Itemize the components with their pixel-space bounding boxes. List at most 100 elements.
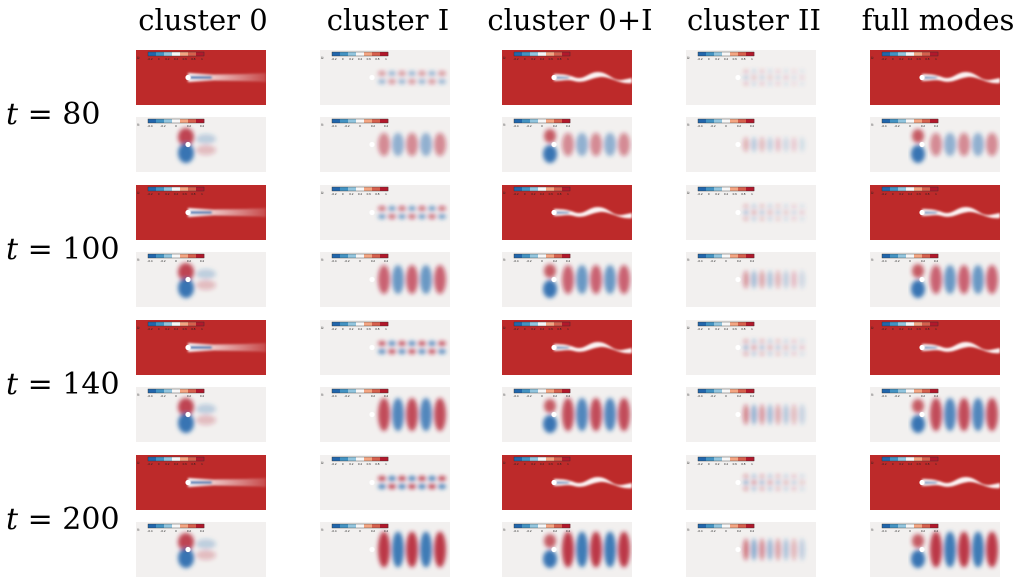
panel-c01-t100-v: V: -0.4 -0.2 0 0.2 0.4 xyxy=(502,252,632,307)
colorbar-swatch xyxy=(530,52,535,56)
colorbar-tick: -0.2 xyxy=(526,124,532,128)
colorbar-tick: 0.4 xyxy=(750,529,755,533)
colorbar-swatch xyxy=(890,457,895,461)
colorbar-swatch xyxy=(192,457,197,461)
colorbar-tick: -0.4 xyxy=(513,529,519,533)
colorbar-tick: 0.4 xyxy=(174,192,179,196)
colorbar-swatch xyxy=(360,52,365,56)
colorbar-swatch xyxy=(698,52,703,56)
colorbar-label: U: xyxy=(503,326,506,330)
colorbar-tick: 0.8 xyxy=(557,327,562,331)
cylinder xyxy=(735,546,741,553)
colorbar-swatch xyxy=(364,322,369,326)
colorbar-swatch xyxy=(706,187,711,191)
colorbar-v: V: -0.4 -0.2 0 0.2 0.4 xyxy=(321,118,388,128)
field-background xyxy=(136,387,266,442)
colorbar-swatch xyxy=(910,119,915,123)
colorbar-tick: -0.2 xyxy=(513,327,519,331)
colorbar-swatch xyxy=(200,52,205,56)
colorbar-swatch xyxy=(188,187,193,191)
colorbar-tick: 0.2 xyxy=(349,192,354,196)
colorbar-swatch xyxy=(898,524,903,528)
colorbar-tick: -0.2 xyxy=(147,462,153,466)
vortex-pattern xyxy=(743,339,805,356)
colorbar-swatch xyxy=(164,52,169,56)
colorbar-tick: 0.4 xyxy=(908,192,913,196)
colorbar-swatch xyxy=(906,254,911,258)
colorbar-tick: 0.4 xyxy=(566,124,571,128)
colorbar-swatch xyxy=(722,254,727,258)
flow-field: V: -0.4 -0.2 0 0.2 0.4 xyxy=(870,117,1000,172)
colorbar-swatch xyxy=(192,524,197,528)
colorbar-tick: -0.2 xyxy=(894,124,900,128)
colorbar-swatch xyxy=(372,322,377,326)
colorbar-swatch xyxy=(718,524,723,528)
wake xyxy=(922,477,1000,489)
colorbar-tick: 0 xyxy=(524,192,526,196)
colorbar-swatch xyxy=(714,52,719,56)
colorbar-swatch xyxy=(336,187,341,191)
colorbar-label: V: xyxy=(137,258,140,262)
colorbar-swatch xyxy=(558,119,563,123)
colorbar-swatch xyxy=(910,389,915,393)
colorbar-swatch xyxy=(722,119,727,123)
colorbar-swatch xyxy=(340,322,345,326)
colorbar-swatch xyxy=(910,322,915,326)
colorbar-swatch xyxy=(930,389,935,393)
colorbar-tick: 0 xyxy=(541,394,543,398)
colorbar-label: V: xyxy=(321,123,324,127)
colorbar-label: V: xyxy=(503,393,506,397)
row-label-value: 140 xyxy=(62,367,120,402)
colorbar-swatch xyxy=(384,322,389,326)
colorbar-swatch xyxy=(348,322,353,326)
colorbar-swatch xyxy=(372,119,377,123)
colorbar-tick: 0.2 xyxy=(371,394,376,398)
colorbar-frame xyxy=(697,321,755,327)
colorbar-label: V: xyxy=(503,528,506,532)
colorbar-swatch xyxy=(152,187,157,191)
colorbar-swatch xyxy=(902,254,907,258)
colorbar-swatch xyxy=(152,322,157,326)
colorbar-tick: 0.8 xyxy=(191,192,196,196)
colorbar-tick: 0.4 xyxy=(934,259,939,263)
cylinder xyxy=(551,209,557,216)
colorbar-tick: 0.4 xyxy=(908,462,913,466)
colorbar-frame xyxy=(881,456,939,462)
colorbar-swatch xyxy=(550,52,555,56)
colorbar-swatch xyxy=(372,457,377,461)
colorbar-swatch xyxy=(196,524,201,528)
colorbar-swatch xyxy=(926,524,931,528)
colorbar-swatch xyxy=(380,389,385,393)
colorbar-swatch xyxy=(376,254,381,258)
colorbar-tick: 1 xyxy=(385,192,387,196)
colorbar-swatch xyxy=(930,524,935,528)
vortex-pattern xyxy=(378,397,446,432)
colorbar-swatch xyxy=(698,322,703,326)
colorbar-swatch xyxy=(376,322,381,326)
colorbar-swatch xyxy=(514,457,519,461)
panel-c2-t200-v: V: -0.4 -0.2 0 0.2 0.4 xyxy=(686,522,816,577)
colorbar-tick: 0.2 xyxy=(737,124,742,128)
cylinder xyxy=(735,479,741,486)
colorbar-swatch xyxy=(344,52,349,56)
flow-field: U: -0.2 0 0.2 0.4 0.6 0.8 1 xyxy=(686,50,816,105)
colorbar-swatch xyxy=(148,389,153,393)
colorbar-swatch xyxy=(380,52,385,56)
colorbar-swatch xyxy=(356,254,361,258)
cylinder xyxy=(919,141,925,148)
colorbar-swatch xyxy=(890,322,895,326)
colorbar-swatch xyxy=(530,524,535,528)
colorbar-label: V: xyxy=(687,528,690,532)
flow-field: U: -0.2 0 0.2 0.4 0.6 0.8 1 xyxy=(320,50,450,105)
colorbar-swatch xyxy=(518,457,523,461)
colorbar-tick: 0.2 xyxy=(531,462,536,466)
colorbar-tick: -0.2 xyxy=(160,124,166,128)
colorbar-swatch xyxy=(200,119,205,123)
cylinder xyxy=(919,411,925,418)
cylinder xyxy=(551,479,557,486)
row-label-equals: = xyxy=(18,502,63,537)
colorbar-swatch xyxy=(542,524,547,528)
colorbar-v: V: -0.4 -0.2 0 0.2 0.4 xyxy=(687,253,754,263)
colorbar-swatch xyxy=(184,524,189,528)
colorbar-swatch xyxy=(558,524,563,528)
